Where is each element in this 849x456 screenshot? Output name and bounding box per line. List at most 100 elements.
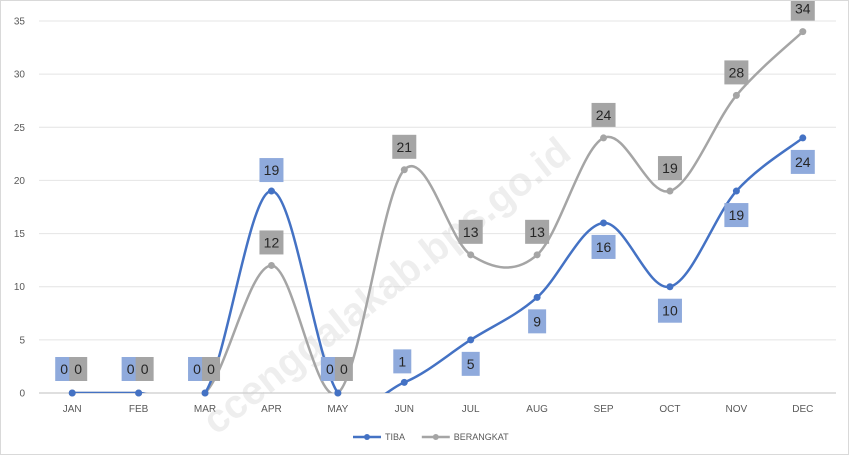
data-point-berangkat bbox=[267, 261, 275, 269]
data-label-berangkat: 0 bbox=[340, 361, 348, 377]
data-point-tiba bbox=[400, 378, 408, 386]
data-label-berangkat: 13 bbox=[463, 224, 479, 240]
data-point-tiba bbox=[799, 134, 807, 142]
data-label-box-berangkat bbox=[334, 357, 353, 381]
legend-marker-berangkat bbox=[432, 434, 439, 440]
data-label-tiba: 0 bbox=[326, 361, 334, 377]
data-label-berangkat: 19 bbox=[662, 160, 678, 176]
y-tick-label: 15 bbox=[14, 229, 26, 240]
data-point-berangkat bbox=[533, 251, 541, 259]
data-label-tiba: 9 bbox=[533, 313, 541, 329]
data-label-tiba: 10 bbox=[662, 303, 678, 319]
data-label-tiba: 0 bbox=[193, 361, 201, 377]
x-tick-label: MAY bbox=[327, 404, 348, 415]
x-tick-label: SEP bbox=[594, 404, 614, 415]
data-point-tiba bbox=[68, 389, 76, 397]
data-label-box-berangkat bbox=[458, 219, 483, 244]
data-point-berangkat bbox=[732, 91, 740, 99]
data-label-box-tiba bbox=[591, 234, 616, 259]
data-label-box-berangkat bbox=[525, 219, 550, 244]
x-tick-label: DEC bbox=[792, 404, 813, 415]
legend: TIBA BERANGKAT bbox=[353, 432, 509, 442]
series-lines bbox=[68, 28, 807, 397]
legend-marker-tiba bbox=[364, 434, 370, 440]
legend-label-berangkat: BERANGKAT bbox=[454, 432, 509, 442]
y-tick-label: 5 bbox=[19, 335, 25, 346]
data-label-berangkat: 21 bbox=[397, 139, 413, 155]
data-label-berangkat: 13 bbox=[529, 224, 545, 240]
data-label-tiba: 0 bbox=[60, 361, 68, 377]
data-label-box-tiba bbox=[188, 357, 207, 381]
data-point-tiba bbox=[135, 389, 143, 397]
data-point-berangkat bbox=[799, 28, 807, 36]
data-point-tiba bbox=[732, 187, 740, 195]
data-label-box-tiba bbox=[259, 158, 284, 183]
data-label-box-tiba bbox=[790, 149, 815, 174]
y-tick-label: 0 bbox=[19, 389, 25, 400]
data-point-tiba bbox=[201, 389, 209, 397]
data-label-berangkat: 12 bbox=[264, 234, 280, 250]
data-label-box-tiba bbox=[393, 349, 412, 374]
data-point-tiba bbox=[600, 219, 608, 227]
gridlines bbox=[39, 20, 836, 394]
data-label-tiba: 16 bbox=[596, 239, 612, 255]
data-label-tiba: 5 bbox=[467, 356, 475, 372]
data-label-box-berangkat bbox=[591, 102, 616, 127]
data-point-berangkat bbox=[600, 134, 608, 142]
data-point-berangkat bbox=[467, 251, 475, 259]
data-point-tiba bbox=[533, 293, 541, 301]
x-tick-label: AUG bbox=[526, 404, 548, 415]
data-label-box-berangkat bbox=[790, 1, 815, 21]
x-tick-label: MAR bbox=[194, 404, 216, 415]
data-label-box-tiba bbox=[461, 351, 480, 376]
data-label-box-berangkat bbox=[69, 357, 88, 381]
x-tick-label: JUN bbox=[395, 404, 414, 415]
y-tick-label: 10 bbox=[14, 282, 26, 293]
x-tick-label: JUL bbox=[462, 404, 480, 415]
data-label-tiba: 24 bbox=[795, 154, 811, 170]
series-line-berangkat bbox=[72, 30, 804, 393]
data-point-tiba bbox=[334, 389, 342, 397]
legend-label-tiba: TIBA bbox=[385, 432, 405, 442]
data-label-box-berangkat bbox=[724, 60, 749, 85]
x-axis-ticks: JAN FEB MAR APR MAY JUN JUL AUG SEP OCT NOV DEC bbox=[63, 404, 814, 415]
data-label-box-berangkat bbox=[135, 357, 154, 381]
data-label-box-berangkat bbox=[392, 134, 417, 159]
data-label-box-berangkat bbox=[202, 357, 221, 381]
x-tick-label: NOV bbox=[726, 404, 748, 415]
data-label-berangkat: 24 bbox=[596, 107, 612, 123]
x-tick-label: FEB bbox=[129, 404, 149, 415]
y-tick-label: 25 bbox=[14, 123, 26, 134]
data-label-box-tiba bbox=[724, 203, 749, 228]
data-label-berangkat: 0 bbox=[207, 361, 215, 377]
data-point-berangkat bbox=[666, 187, 674, 195]
data-label-tiba: 1 bbox=[398, 353, 406, 369]
data-label-tiba: 19 bbox=[264, 162, 280, 178]
data-point-tiba bbox=[467, 336, 475, 344]
data-label-berangkat: 28 bbox=[729, 64, 745, 80]
data-label-tiba: 19 bbox=[729, 207, 745, 223]
data-label-box-tiba bbox=[528, 309, 547, 334]
data-point-tiba bbox=[666, 283, 674, 291]
data-label-box-tiba bbox=[657, 298, 682, 323]
x-tick-label: OCT bbox=[659, 404, 680, 415]
data-label-box-tiba bbox=[121, 357, 140, 381]
y-axis-ticks: 0 5 10 15 20 25 30 35 bbox=[14, 17, 26, 400]
data-label-box-berangkat bbox=[259, 230, 284, 255]
y-tick-label: 20 bbox=[14, 176, 26, 187]
data-point-tiba bbox=[267, 187, 275, 195]
data-label-berangkat: 0 bbox=[141, 361, 149, 377]
data-label-box-berangkat bbox=[657, 156, 682, 181]
y-tick-label: 35 bbox=[14, 17, 26, 28]
x-tick-label: JAN bbox=[63, 404, 82, 415]
data-point-berangkat bbox=[400, 166, 408, 174]
data-label-berangkat: 34 bbox=[795, 1, 811, 17]
x-tick-label: APR bbox=[261, 404, 282, 415]
y-tick-label: 30 bbox=[14, 70, 26, 81]
data-label-berangkat: 0 bbox=[74, 361, 82, 377]
data-label-tiba: 0 bbox=[127, 361, 135, 377]
data-label-box-tiba bbox=[55, 357, 74, 381]
